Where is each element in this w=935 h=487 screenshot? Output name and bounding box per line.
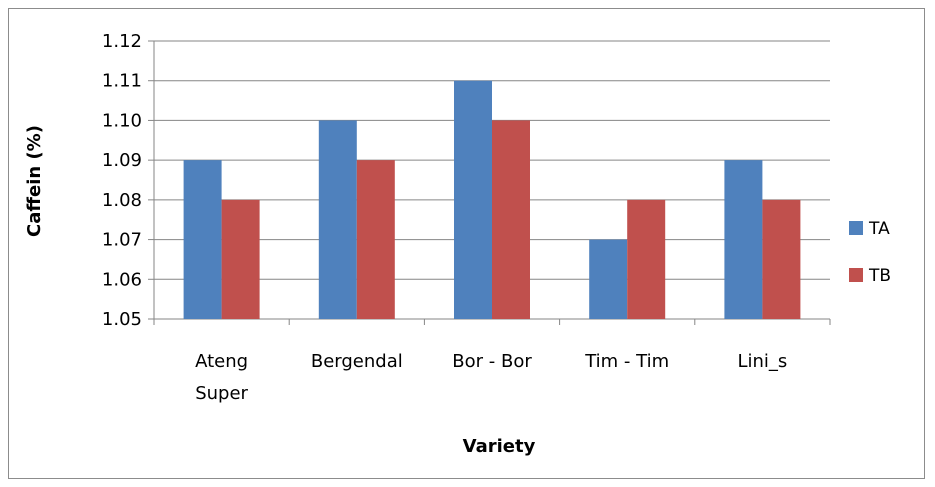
bar-ta	[724, 160, 763, 319]
bar-ta	[589, 239, 628, 319]
bar-tb	[492, 120, 530, 319]
y-tick-label: 1.08	[102, 190, 142, 211]
bar-tb	[221, 199, 260, 319]
y-tick-label: 1.11	[102, 71, 142, 92]
bar-ta	[183, 160, 222, 319]
x-category-labels: Ateng Super Bergendal Bor - Bor Tim - Tim Lin…	[195, 351, 787, 404]
legend-swatch-ta	[849, 221, 863, 235]
legend-swatch-tb	[849, 268, 863, 282]
y-tick-label: 1.10	[102, 110, 142, 131]
x-category-label: Bor - Bor	[452, 351, 532, 372]
bar-tb	[762, 199, 801, 319]
bars	[183, 80, 801, 319]
bar-tb	[356, 160, 395, 319]
x-category-label: Ateng Super	[195, 351, 248, 404]
y-tick-label: 1.07	[102, 230, 142, 251]
y-tick-label: 1.09	[102, 150, 142, 171]
legend: TA TB	[849, 219, 891, 286]
legend-label-ta: TA	[868, 219, 890, 239]
x-category-label: Lini_s	[737, 351, 787, 372]
y-tick-label: 1.12	[102, 31, 142, 52]
y-tick-label: 1.05	[102, 309, 142, 330]
x-category-label: Bergendal	[311, 351, 403, 372]
y-axis-title: Caffein (%)	[24, 125, 45, 237]
bar-tb	[627, 199, 666, 319]
bar-ta	[454, 80, 492, 319]
y-tick-label: 1.06	[102, 269, 142, 290]
x-category-label: Tim - Tim	[584, 351, 669, 372]
y-tick-labels: 1.05 1.06 1.07 1.08 1.09 1.10 1.11 1.12	[102, 31, 142, 330]
x-axis-title: Variety	[463, 436, 536, 457]
bar-ta	[318, 120, 357, 319]
legend-label-tb: TB	[868, 266, 891, 286]
